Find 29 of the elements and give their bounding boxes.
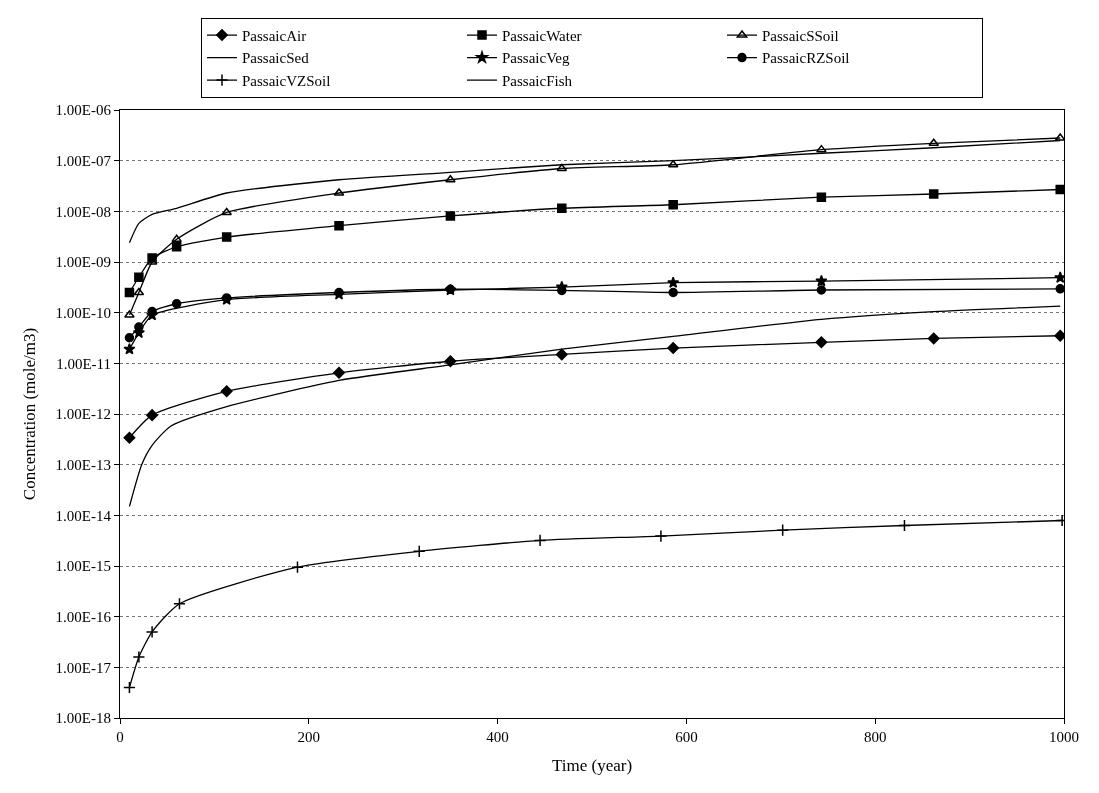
- y-tick-label: 1.00E-13: [55, 456, 111, 473]
- legend-label: PassaicVZSoil: [242, 72, 331, 89]
- y-tick-label: 1.00E-06: [55, 102, 112, 119]
- x-tick-label: 200: [297, 729, 321, 745]
- y-tick-label: 1.00E-07: [55, 152, 112, 169]
- y-tick-label: 1.00E-14: [55, 507, 112, 524]
- legend-label: PassaicSSoil: [762, 27, 839, 44]
- y-tick-label: 1.00E-09: [55, 254, 111, 271]
- legend-label: PassaicAir: [242, 27, 307, 44]
- x-tick-label: 1000: [1049, 729, 1079, 745]
- y-tick-label: 1.00E-12: [55, 406, 111, 423]
- y-tick-label: 1.00E-10: [55, 304, 111, 321]
- y-tick-label: 1.00E-17: [55, 659, 112, 676]
- legend-label: PassaicRZSoil: [762, 50, 850, 67]
- y-tick-label: 1.00E-11: [56, 355, 111, 372]
- x-tick-label: 600: [675, 729, 698, 745]
- legend-label: PassaicWater: [502, 27, 582, 44]
- legend-label: PassaicSed: [242, 50, 310, 67]
- x-axis-title: Time (year): [551, 756, 633, 776]
- y-axis-title: Concentration (mole/m3): [20, 327, 40, 501]
- x-tick-label: 800: [863, 729, 887, 745]
- x-tick-label: 0: [116, 729, 124, 745]
- x-tick-label: 400: [486, 729, 509, 745]
- legend-label: PassaicFish: [502, 72, 573, 89]
- y-tick-label: 1.00E-18: [55, 710, 111, 727]
- y-tick-label: 1.00E-08: [55, 203, 111, 220]
- y-tick-label: 1.00E-15: [55, 558, 111, 575]
- legend-label: PassaicVeg: [502, 50, 570, 67]
- y-tick-label: 1.00E-16: [55, 608, 112, 625]
